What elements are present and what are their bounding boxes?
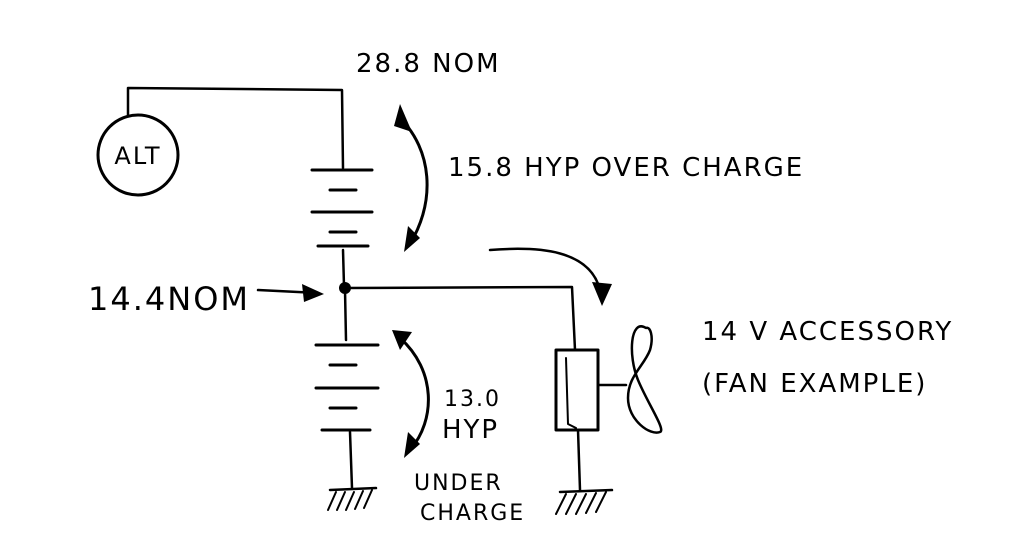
ground-symbol-right	[555, 488, 614, 515]
over-charge-arrow	[394, 104, 429, 252]
fan-icon	[626, 325, 663, 434]
alternator: ALT	[96, 113, 180, 197]
ground-symbol-left	[327, 486, 378, 511]
accessory-arrow	[488, 247, 612, 306]
load-box	[554, 348, 600, 432]
alternator-circle	[96, 113, 180, 197]
under-hyp-label: HYP	[442, 415, 499, 445]
accessory-line2-label: (FAN EXAMPLE)	[702, 369, 927, 399]
under-charge-arrow	[392, 330, 430, 458]
lower-battery-ground-wire	[348, 430, 354, 490]
accessory-load	[554, 348, 628, 492]
alternator-wire	[126, 86, 345, 170]
top-voltage-label: 28.8 NOM	[356, 49, 501, 79]
accessory-supply-wire	[343, 285, 577, 352]
upper-battery	[310, 168, 374, 248]
mid-node-arrow	[256, 284, 324, 302]
under-value-label: 13.0	[444, 387, 501, 412]
upper-to-junction-wire	[341, 248, 346, 288]
mid-voltage-label: 14.4NOM	[88, 280, 250, 318]
accessory-line1-label: 14 V ACCESSORY	[702, 317, 953, 347]
under-line2-label: CHARGE	[420, 501, 525, 526]
alternator-label: ALT	[114, 142, 161, 170]
under-line1-label: UNDER	[414, 471, 503, 496]
over-charge-label: 15.8 HYP OVER CHARGE	[448, 153, 804, 183]
lower-battery	[314, 343, 380, 432]
junction-to-lower-wire	[343, 288, 348, 342]
